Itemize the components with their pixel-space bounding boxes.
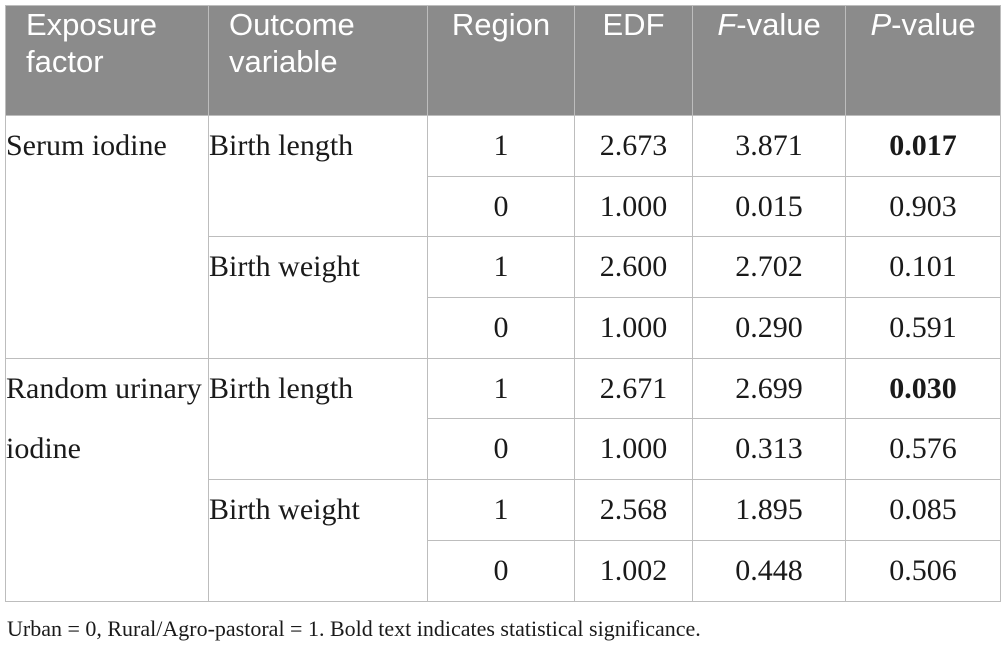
f-value: 0.313: [692, 418, 846, 481]
exposure-cell-random-urinary-iodine: Random urinary iodine: [5, 357, 209, 602]
col-header-outcome-variable: Outcome variable: [208, 5, 428, 116]
f-value: 3.871: [692, 115, 846, 177]
table-row: 0 1.000 0.290 0.591: [6, 297, 1001, 359]
f-value: 1.895: [692, 479, 846, 541]
col-header-p-value: P-value: [845, 5, 1001, 116]
outcome-cell-birth-weight: Birth weight: [208, 479, 428, 602]
edf-value: 2.671: [574, 357, 693, 420]
region-value: 0: [427, 297, 575, 359]
p-value-suffix: -value: [891, 7, 976, 42]
edf-value: 1.002: [574, 539, 693, 602]
edf-value: 1.000: [574, 175, 693, 238]
table-row: 0 1.002 0.448 0.506: [6, 539, 1001, 602]
table-row: Birth weight 1 2.568 1.895 0.085: [6, 479, 1001, 602]
region-value: 0: [427, 539, 575, 602]
p-value: 0.101: [845, 236, 1001, 299]
col-header-region: Region: [427, 5, 575, 116]
f-value: 0.015: [692, 175, 846, 238]
edf-value: 2.568: [574, 479, 693, 541]
table-row: 0 1.000 0.015 0.903: [6, 175, 1001, 238]
region-value: 1: [427, 115, 575, 177]
p-value: 0.506: [845, 539, 1001, 602]
edf-value: 1.000: [574, 418, 693, 481]
p-value-significant: 0.017: [845, 115, 1001, 177]
f-value-italic-letter: F: [717, 7, 737, 42]
table-row: Serum iodine Birth length 1 2.673 3.871 …: [5, 114, 1001, 359]
table-row: 0 1.000 0.313 0.576: [6, 418, 1001, 481]
table-footnote: Urban = 0, Rural/Agro-pastoral = 1. Bold…: [7, 615, 701, 641]
outcome-cell-birth-length: Birth length: [208, 357, 428, 481]
p-value: 0.903: [845, 175, 1001, 238]
outcome-cell-birth-weight: Birth weight: [208, 236, 428, 359]
edf-value: 1.000: [574, 297, 693, 359]
col-header-edf: EDF: [574, 5, 693, 116]
p-value: 0.591: [845, 297, 1001, 359]
region-value: 0: [427, 175, 575, 238]
p-value-significant: 0.030: [845, 357, 1001, 420]
p-value: 0.576: [845, 418, 1001, 481]
f-value: 2.702: [692, 236, 846, 299]
edf-value: 2.600: [574, 236, 693, 299]
outcome-cell-birth-length: Birth length: [208, 114, 428, 238]
p-value-italic-letter: P: [870, 7, 892, 42]
p-value: 0.085: [845, 479, 1001, 541]
table-row: Random urinary iodine Birth length 1 2.6…: [5, 357, 1001, 602]
region-value: 1: [427, 479, 575, 541]
region-value: 1: [427, 236, 575, 299]
f-value: 0.448: [692, 539, 846, 602]
f-value: 2.699: [692, 357, 846, 420]
edf-value: 2.673: [574, 115, 693, 177]
exposure-cell-serum-iodine: Serum iodine: [5, 115, 209, 359]
f-value: 0.290: [692, 297, 846, 359]
col-header-exposure-factor: Exposure factor: [5, 5, 209, 116]
region-value: 0: [427, 418, 575, 481]
f-value-suffix: -value: [736, 7, 821, 42]
gam-results-table: Exposure factor Outcome variable Region …: [5, 5, 1001, 602]
table-row: Birth weight 1 2.600 2.702 0.101: [6, 236, 1001, 359]
header-row: Exposure factor Outcome variable Region …: [5, 5, 1001, 116]
col-header-f-value: F-value: [692, 5, 846, 116]
region-value: 1: [427, 357, 575, 420]
